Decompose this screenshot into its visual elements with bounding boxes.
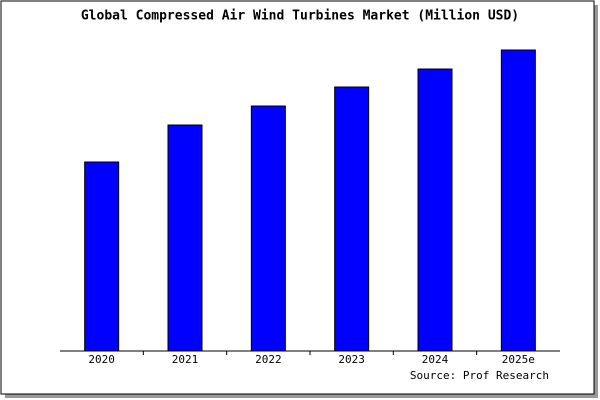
- source: Source: Prof Research: [410, 369, 549, 382]
- x-tick-label: 2022: [255, 353, 282, 366]
- bar: [500, 49, 536, 352]
- x-tick-label: 2020: [88, 353, 115, 366]
- bar: [417, 68, 453, 352]
- bar: [167, 124, 203, 352]
- chart-title: Global Compressed Air Wind Turbines Mark…: [81, 9, 519, 24]
- bar: [334, 86, 370, 352]
- bar: [250, 105, 286, 352]
- bar: [84, 161, 120, 352]
- x-tick-label: 2025e: [502, 353, 535, 366]
- x-tick-label: 2023: [338, 353, 365, 366]
- x-tick-label: 2024: [422, 353, 449, 366]
- x-tick-label: 2021: [172, 353, 199, 366]
